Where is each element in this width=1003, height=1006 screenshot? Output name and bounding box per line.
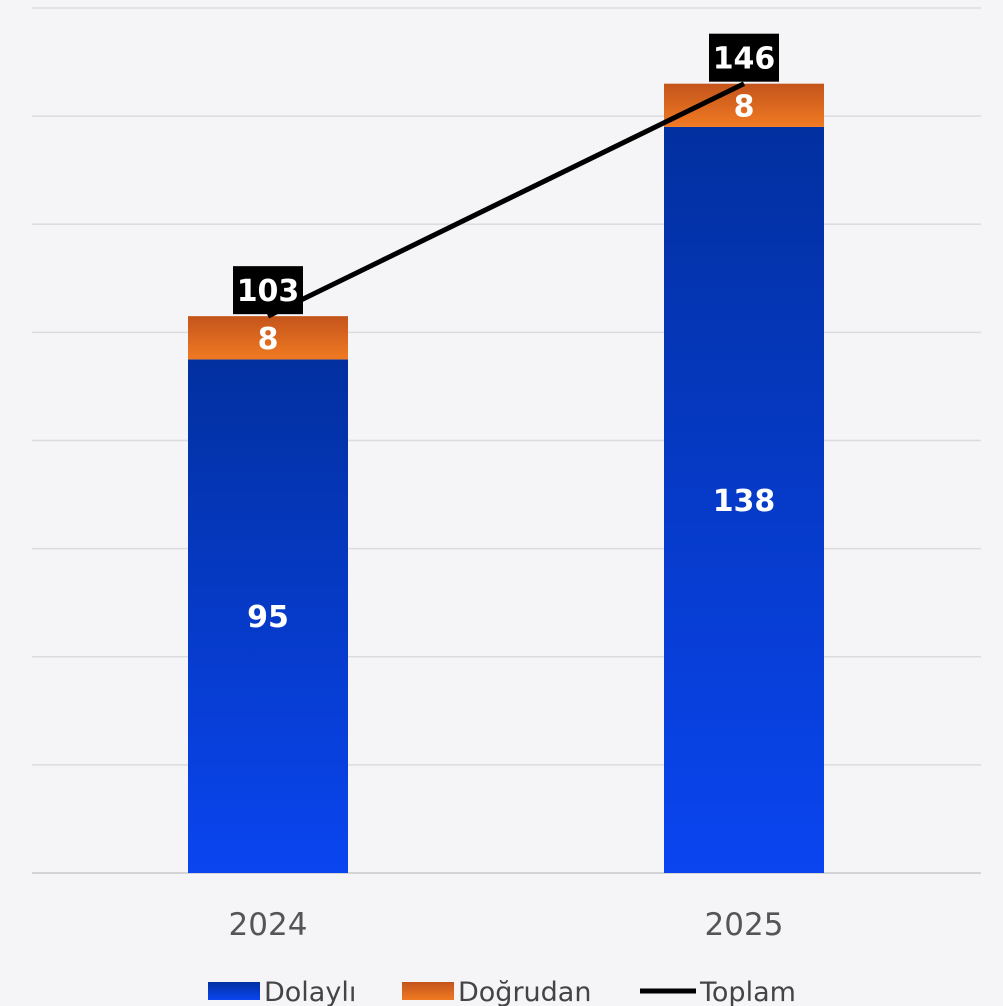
legend-label-indirect: Dolaylı	[264, 977, 356, 1006]
x-axis: 2024 2025	[229, 907, 784, 943]
legend-label-total: Toplam	[699, 977, 796, 1006]
bars	[188, 83, 824, 873]
legend: Dolaylı Doğrudan Toplam	[208, 977, 796, 1006]
total-line	[266, 81, 746, 319]
bar-indirect-2025	[664, 126, 824, 873]
total-line-layer	[266, 81, 746, 319]
total-label-2025: 146	[713, 42, 776, 77]
x-tick-label: 2024	[229, 907, 308, 943]
bar-direct-2024	[188, 316, 348, 360]
x-tick-label: 2025	[705, 907, 784, 943]
total-label-2024: 103	[237, 274, 300, 309]
data-label-indirect-2025: 138	[713, 484, 776, 519]
data-label-direct-2024: 8	[258, 322, 279, 357]
bar-indirect-2024	[188, 359, 348, 873]
legend-swatch-indirect	[208, 982, 260, 1000]
total-label-box-2025	[709, 33, 779, 82]
bar-direct-2025	[664, 83, 824, 127]
legend-label-direct: Doğrudan	[458, 977, 591, 1006]
total-label-box-2024	[233, 266, 303, 315]
legend-swatch-direct	[402, 982, 454, 1000]
gridlines	[32, 7, 981, 874]
data-labels: 95 8 138 8 103 146	[233, 33, 779, 635]
data-label-direct-2025: 8	[734, 89, 755, 124]
data-label-indirect-2024: 95	[247, 600, 289, 635]
